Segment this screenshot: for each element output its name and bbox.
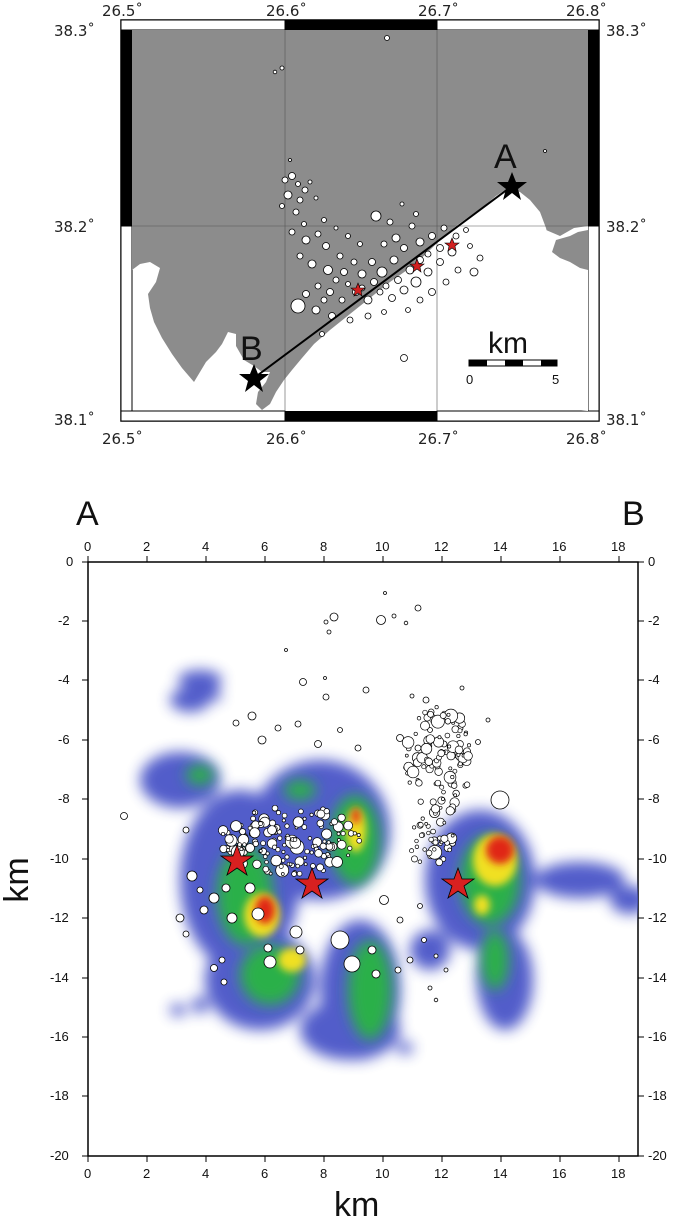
lon-ticks-bottom: 26.5˚ 26.6˚ 26.7˚ 26.8˚ bbox=[102, 430, 607, 448]
y-tick-labels-right: 0 -2 -4 -6 -8 -10 -12 -14 -16 -18 -20 bbox=[648, 554, 667, 1163]
svg-text:26.5˚: 26.5˚ bbox=[102, 2, 143, 20]
lat-ticks-left: 38.3˚ 38.2˚ 38.1˚ bbox=[54, 22, 95, 429]
svg-text:38.3˚: 38.3˚ bbox=[54, 22, 95, 40]
svg-text:0: 0 bbox=[84, 539, 91, 554]
svg-text:8: 8 bbox=[320, 1166, 327, 1181]
svg-text:-20: -20 bbox=[648, 1148, 667, 1163]
svg-text:-14: -14 bbox=[648, 970, 667, 985]
epicenter-map: A B km 0 5 26.5˚ 26.6˚ 26.7˚ 26.8˚ 26.5˚… bbox=[54, 2, 647, 448]
svg-text:-6: -6 bbox=[648, 732, 660, 747]
svg-text:-2: -2 bbox=[648, 613, 660, 628]
density-field bbox=[140, 670, 638, 1060]
scale-end-label: 5 bbox=[552, 372, 559, 387]
svg-text:14: 14 bbox=[493, 539, 507, 554]
svg-text:-10: -10 bbox=[50, 851, 69, 866]
scale-start-label: 0 bbox=[466, 372, 473, 387]
section-end-b: B bbox=[622, 495, 645, 533]
svg-text:4: 4 bbox=[202, 539, 209, 554]
svg-text:12: 12 bbox=[434, 1166, 448, 1181]
svg-text:18: 18 bbox=[611, 539, 625, 554]
epicenter-circles bbox=[272, 35, 547, 362]
svg-text:-16: -16 bbox=[50, 1029, 69, 1044]
landmass bbox=[132, 30, 588, 411]
point-b-label: B bbox=[240, 330, 263, 368]
svg-text:6: 6 bbox=[261, 1166, 268, 1181]
svg-text:14: 14 bbox=[493, 1166, 507, 1181]
svg-text:26.8˚: 26.8˚ bbox=[566, 2, 607, 20]
svg-text:-10: -10 bbox=[648, 851, 667, 866]
svg-text:-14: -14 bbox=[50, 970, 69, 985]
svg-text:-4: -4 bbox=[648, 672, 660, 687]
x-axis-bottom bbox=[87, 1156, 620, 1162]
svg-text:26.6˚: 26.6˚ bbox=[266, 2, 307, 20]
svg-text:2: 2 bbox=[143, 1166, 150, 1181]
svg-text:-18: -18 bbox=[50, 1088, 69, 1103]
svg-text:-8: -8 bbox=[648, 791, 660, 806]
svg-text:-18: -18 bbox=[648, 1088, 667, 1103]
svg-text:-20: -20 bbox=[50, 1148, 69, 1163]
svg-text:18: 18 bbox=[611, 1166, 625, 1181]
x-axis-top bbox=[87, 556, 620, 562]
svg-text:38.2˚: 38.2˚ bbox=[54, 218, 95, 236]
svg-text:16: 16 bbox=[552, 1166, 566, 1181]
section-end-a: A bbox=[76, 495, 99, 533]
section-frame bbox=[87, 561, 639, 1157]
svg-text:4: 4 bbox=[202, 1166, 209, 1181]
svg-text:-12: -12 bbox=[648, 910, 667, 925]
svg-text:8: 8 bbox=[320, 539, 327, 554]
svg-text:-4: -4 bbox=[58, 672, 70, 687]
scale-unit-label: km bbox=[488, 327, 528, 360]
svg-text:-16: -16 bbox=[648, 1029, 667, 1044]
svg-text:0: 0 bbox=[84, 1166, 91, 1181]
svg-text:0: 0 bbox=[648, 554, 655, 569]
lon-ticks-top: 26.5˚ 26.6˚ 26.7˚ 26.8˚ bbox=[102, 2, 607, 20]
star-marker-a bbox=[497, 172, 527, 200]
svg-text:2: 2 bbox=[143, 539, 150, 554]
profile-line bbox=[253, 185, 513, 379]
x-tick-labels-top: 0 2 4 6 8 10 12 14 16 18 bbox=[84, 539, 625, 554]
svg-text:-8: -8 bbox=[58, 791, 70, 806]
svg-text:-12: -12 bbox=[50, 910, 69, 925]
svg-text:-2: -2 bbox=[58, 613, 70, 628]
y-tick-labels-left: 0 -2 -4 -6 -8 -10 -12 -14 -16 -18 -20 bbox=[50, 554, 73, 1163]
svg-text:26.6˚: 26.6˚ bbox=[266, 430, 307, 448]
svg-text:16: 16 bbox=[552, 539, 566, 554]
graticule bbox=[132, 30, 588, 411]
svg-text:12: 12 bbox=[434, 539, 448, 554]
svg-text:10: 10 bbox=[375, 539, 389, 554]
hypocenter-circles bbox=[120, 591, 510, 1003]
star-marker-b bbox=[239, 364, 269, 392]
svg-text:26.7˚: 26.7˚ bbox=[418, 2, 459, 20]
svg-text:26.8˚: 26.8˚ bbox=[566, 430, 607, 448]
lat-ticks-right: 38.3˚ 38.2˚ 38.1˚ bbox=[606, 22, 647, 429]
svg-text:10: 10 bbox=[375, 1166, 389, 1181]
svg-text:26.7˚: 26.7˚ bbox=[418, 430, 459, 448]
point-a-label: A bbox=[494, 138, 517, 176]
y-axis-ticks bbox=[82, 561, 644, 1157]
svg-text:0: 0 bbox=[66, 554, 73, 569]
mainshock-stars-section bbox=[219, 843, 476, 900]
mainshock-stars bbox=[350, 237, 460, 297]
x-tick-labels-bottom: 0 2 4 6 8 10 12 14 16 18 bbox=[84, 1166, 625, 1181]
svg-text:38.1˚: 38.1˚ bbox=[54, 411, 95, 429]
svg-text:-6: -6 bbox=[58, 732, 70, 747]
scale-bar: km 0 5 bbox=[466, 327, 559, 387]
svg-text:38.2˚: 38.2˚ bbox=[606, 218, 647, 236]
hypocenter-cluster bbox=[218, 705, 473, 878]
svg-text:38.1˚: 38.1˚ bbox=[606, 411, 647, 429]
svg-text:26.5˚: 26.5˚ bbox=[102, 430, 143, 448]
svg-text:6: 6 bbox=[261, 539, 268, 554]
svg-text:38.3˚: 38.3˚ bbox=[606, 22, 647, 40]
y-axis-label: km bbox=[0, 857, 36, 902]
x-axis-label: km bbox=[334, 1186, 379, 1221]
